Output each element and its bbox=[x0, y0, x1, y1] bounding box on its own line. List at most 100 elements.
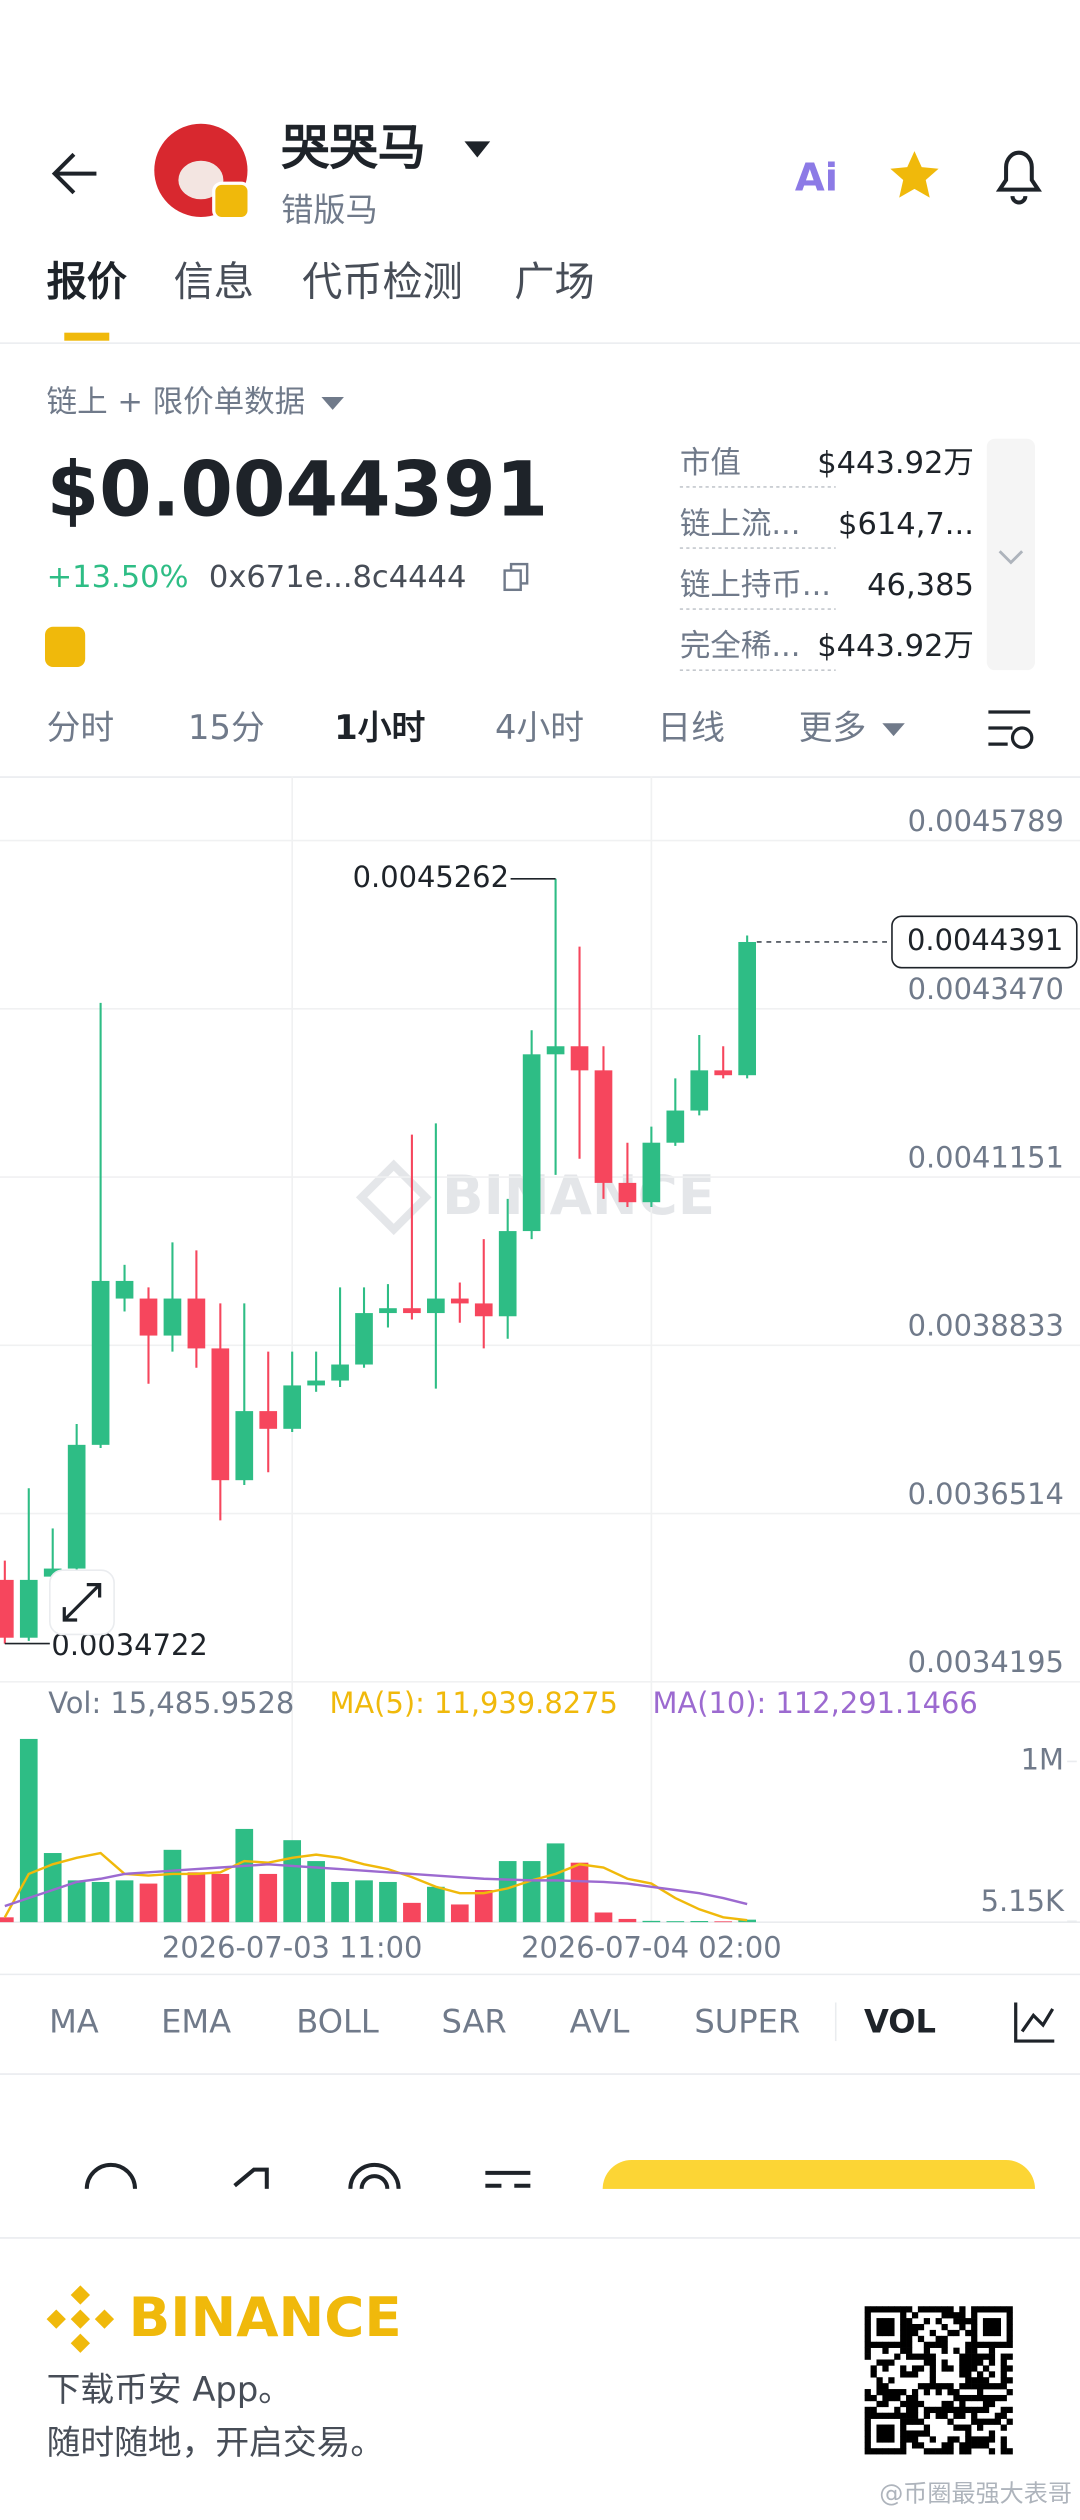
data-source[interactable]: 链上 + 限价单数据 bbox=[47, 385, 306, 420]
qr-module bbox=[900, 2389, 907, 2396]
qr-module bbox=[941, 2442, 948, 2449]
token-name: 哭哭马 bbox=[281, 120, 426, 176]
indicator[interactable]: SUPER bbox=[694, 2002, 800, 2040]
qr-module bbox=[906, 2400, 913, 2408]
volume-bar bbox=[283, 1840, 302, 1923]
volume-bar bbox=[43, 1853, 62, 1923]
brand: BINANCE bbox=[129, 2285, 402, 2349]
qr-module bbox=[876, 2341, 883, 2348]
expand-panel[interactable] bbox=[986, 438, 1035, 671]
qr-module bbox=[870, 2341, 877, 2348]
volume-tick-label: 1M bbox=[1021, 1742, 1064, 1776]
qr-module bbox=[888, 2318, 895, 2325]
qr-module bbox=[959, 2412, 966, 2419]
qr-module bbox=[911, 2329, 919, 2337]
qr-module bbox=[977, 2436, 984, 2443]
qr-module bbox=[864, 2394, 871, 2402]
timeframe[interactable]: 4小时 bbox=[495, 708, 584, 747]
timeframe[interactable]: 15分 bbox=[188, 708, 265, 747]
qr-module bbox=[953, 2347, 960, 2354]
tab[interactable]: 信息 bbox=[174, 259, 254, 305]
contract-address: 0x671e...8c4444 bbox=[209, 560, 466, 595]
dropdown-icon[interactable] bbox=[464, 141, 491, 158]
qr-module bbox=[900, 2448, 907, 2455]
indicator[interactable]: EMA bbox=[161, 2002, 231, 2040]
indicator-settings[interactable] bbox=[1014, 2002, 1055, 2043]
qr-module bbox=[864, 2430, 871, 2437]
qr-module bbox=[988, 2306, 996, 2313]
ai-button[interactable]: Ai bbox=[795, 156, 838, 201]
qr-module bbox=[971, 2383, 978, 2390]
qr-module bbox=[953, 2424, 960, 2431]
qr-module bbox=[1000, 2341, 1007, 2348]
qr-module bbox=[1006, 2418, 1013, 2425]
candle-body bbox=[379, 1308, 397, 1314]
qr-module bbox=[941, 2312, 948, 2319]
qr-module bbox=[906, 2430, 913, 2437]
tab[interactable]: 广场 bbox=[514, 259, 594, 305]
qr-module bbox=[870, 2365, 877, 2372]
copy-icon[interactable] bbox=[503, 569, 522, 592]
qr-module bbox=[982, 2323, 990, 2331]
favorite-star[interactable] bbox=[890, 151, 939, 198]
qr-module bbox=[876, 2359, 883, 2366]
volume-bar bbox=[187, 1872, 206, 1923]
candle-body bbox=[91, 1280, 110, 1445]
indicator[interactable]: SAR bbox=[441, 2002, 506, 2040]
qr-module bbox=[977, 2353, 984, 2360]
qr-module bbox=[971, 2442, 978, 2449]
qr-module bbox=[965, 2329, 972, 2337]
tab[interactable]: 代币检测 bbox=[302, 259, 463, 305]
qr-module bbox=[864, 2335, 871, 2343]
indicator[interactable]: BOLL bbox=[296, 2002, 379, 2040]
qr-code bbox=[864, 2306, 1013, 2455]
volume-bar bbox=[427, 1886, 445, 1923]
qr-module bbox=[929, 2377, 936, 2384]
stat-label: 完全稀... bbox=[680, 629, 801, 664]
qr-module bbox=[888, 2323, 895, 2331]
chart-settings-icon[interactable] bbox=[988, 710, 1034, 749]
candle-body bbox=[43, 1568, 62, 1577]
qr-module bbox=[864, 2418, 871, 2425]
qr-module bbox=[988, 2383, 996, 2390]
qr-module bbox=[876, 2306, 883, 2313]
action-icons[interactable] bbox=[84, 2162, 531, 2190]
volume-ma-line bbox=[4, 1863, 748, 1908]
timeframe[interactable]: 更多 bbox=[799, 708, 867, 747]
qr-module bbox=[929, 2406, 936, 2414]
qr-module bbox=[900, 2442, 907, 2449]
qr-module bbox=[929, 2359, 936, 2366]
qr-module bbox=[959, 2359, 966, 2366]
timeframe[interactable]: 1小时 bbox=[334, 708, 425, 747]
indicator[interactable]: AVL bbox=[570, 2002, 630, 2040]
qr-module bbox=[923, 2406, 931, 2414]
qr-module bbox=[923, 2430, 931, 2437]
qr-module bbox=[911, 2406, 919, 2414]
timeframe[interactable]: 分时 bbox=[47, 708, 115, 747]
indicator[interactable]: MA bbox=[49, 2002, 99, 2040]
qr-module bbox=[876, 2377, 883, 2384]
qr-module bbox=[911, 2436, 919, 2443]
timeframe[interactable]: 日线 bbox=[657, 708, 725, 747]
alert-bell[interactable] bbox=[995, 150, 1042, 205]
qr-module bbox=[923, 2448, 931, 2455]
candle-body bbox=[570, 1046, 589, 1071]
qr-module bbox=[988, 2400, 996, 2408]
qr-module bbox=[882, 2412, 889, 2419]
qr-module bbox=[911, 2412, 919, 2419]
candle-body bbox=[67, 1444, 86, 1569]
qr-module bbox=[900, 2341, 907, 2348]
volume-bar bbox=[331, 1881, 349, 1923]
watermark: @币圈最强大表哥 bbox=[879, 2479, 1072, 2507]
qr-module bbox=[982, 2442, 990, 2449]
qr-module bbox=[1006, 2341, 1013, 2348]
qr-module bbox=[965, 2347, 972, 2354]
back-button[interactable] bbox=[51, 152, 97, 195]
qr-module bbox=[923, 2318, 931, 2325]
qr-module bbox=[1006, 2312, 1013, 2319]
qr-module bbox=[965, 2341, 972, 2348]
indicator[interactable]: VOL bbox=[864, 2002, 936, 2040]
fullscreen-button[interactable] bbox=[49, 1569, 115, 1636]
qr-module bbox=[1000, 2377, 1007, 2384]
tab[interactable]: 报价 bbox=[47, 259, 128, 305]
